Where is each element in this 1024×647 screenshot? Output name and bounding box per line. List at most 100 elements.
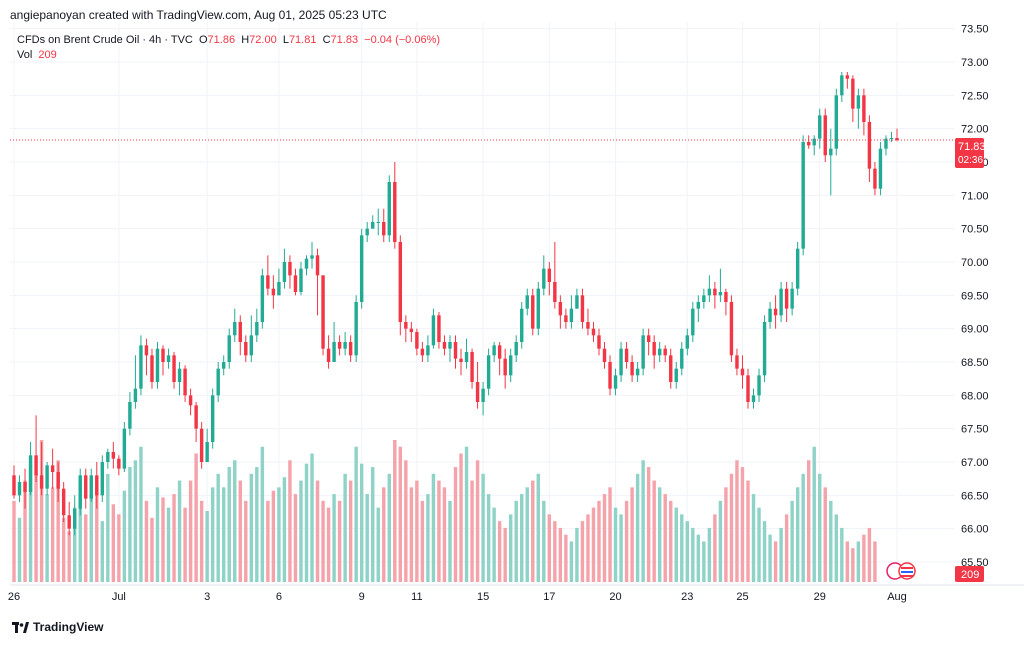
volume-bar bbox=[271, 490, 276, 582]
candle-body bbox=[337, 342, 342, 349]
candle bbox=[845, 72, 850, 89]
volume-bar bbox=[199, 500, 204, 582]
volume-bars bbox=[12, 440, 877, 582]
volume-bar bbox=[691, 527, 695, 582]
candle-body bbox=[553, 282, 557, 302]
open-value: 71.86 bbox=[207, 34, 236, 46]
candle-body bbox=[856, 95, 861, 109]
volume-bar bbox=[39, 440, 44, 582]
candle bbox=[177, 362, 182, 396]
volume-bar bbox=[641, 460, 645, 582]
y-tick-label: 70.00 bbox=[961, 257, 989, 269]
volume-bar bbox=[834, 514, 839, 582]
candle bbox=[713, 282, 717, 309]
candle bbox=[691, 302, 695, 342]
candle bbox=[144, 338, 149, 376]
candle-body bbox=[619, 348, 623, 376]
volume-bar bbox=[569, 541, 574, 582]
volume-bar bbox=[376, 507, 380, 582]
candle bbox=[696, 295, 701, 322]
candle-body bbox=[867, 122, 872, 169]
candle-body bbox=[50, 465, 55, 472]
candle bbox=[415, 328, 419, 356]
candle bbox=[150, 348, 154, 389]
candle bbox=[729, 295, 734, 362]
events-icon[interactable] bbox=[885, 560, 921, 582]
candle-body bbox=[878, 148, 883, 189]
candle-body bbox=[459, 358, 463, 362]
volume-bar bbox=[227, 467, 231, 582]
volume-bar bbox=[299, 480, 303, 582]
candle bbox=[266, 255, 270, 296]
candle bbox=[155, 342, 160, 389]
candle bbox=[608, 355, 612, 396]
volume-bar bbox=[718, 500, 723, 582]
candle-body bbox=[453, 342, 458, 359]
candle bbox=[23, 468, 27, 509]
candle-body bbox=[387, 182, 391, 236]
candle-body bbox=[293, 275, 298, 292]
volume-bar bbox=[67, 531, 71, 582]
volume-bar bbox=[674, 507, 678, 582]
volume-bar bbox=[707, 527, 712, 582]
candle-body bbox=[862, 95, 866, 122]
x-tick-label: 3 bbox=[204, 591, 210, 603]
y-tick-label: 69.50 bbox=[961, 290, 989, 302]
low-label: L bbox=[282, 34, 289, 46]
y-tick-label: 68.50 bbox=[961, 357, 989, 369]
candle bbox=[67, 502, 71, 536]
time-axis[interactable]: 26 Jul 3 6 9 11 15 17 20 23 25 29 Aug bbox=[8, 591, 907, 603]
candle-body bbox=[249, 335, 254, 356]
candle bbox=[663, 345, 667, 362]
candle-body bbox=[762, 322, 767, 376]
volume-bar bbox=[238, 480, 242, 582]
candle bbox=[801, 135, 805, 256]
candle bbox=[619, 342, 623, 382]
change-value: −0.04 (−0.06%) bbox=[364, 34, 441, 46]
volume-bar bbox=[61, 517, 66, 582]
candle-body bbox=[779, 288, 783, 316]
candle-body bbox=[56, 472, 60, 489]
candle-body bbox=[713, 288, 717, 296]
candle-body bbox=[84, 475, 88, 499]
candle bbox=[409, 322, 414, 342]
candle-body bbox=[718, 292, 723, 296]
candle-body bbox=[310, 255, 314, 259]
volume-bar bbox=[150, 517, 154, 582]
candle-body bbox=[702, 295, 706, 302]
candle-body bbox=[133, 388, 138, 402]
candle bbox=[497, 342, 502, 376]
ohlc-row: CFDs on Brent Crude Oil · 4h · TVC O71.8… bbox=[17, 33, 440, 48]
candle bbox=[520, 302, 524, 349]
volume-bar bbox=[50, 487, 55, 582]
candle-body bbox=[95, 475, 99, 496]
candle bbox=[862, 88, 866, 136]
volume-bar bbox=[635, 473, 640, 582]
candle-body bbox=[288, 262, 292, 276]
footer-brand-text: TradingView bbox=[33, 620, 104, 634]
candle bbox=[630, 355, 634, 382]
volume-bar bbox=[751, 494, 756, 582]
price-axis[interactable]: 73.5073.0072.5072.0071.5071.0070.5070.00… bbox=[961, 24, 989, 569]
volume-bar bbox=[72, 507, 77, 582]
candle bbox=[122, 422, 127, 472]
candle bbox=[39, 442, 44, 496]
volume-bar bbox=[812, 446, 816, 582]
volume-bar bbox=[426, 494, 430, 582]
candle-body bbox=[591, 328, 596, 336]
volume-bar bbox=[144, 500, 149, 582]
candle bbox=[382, 208, 386, 242]
candle bbox=[448, 335, 452, 362]
candle-body bbox=[823, 115, 827, 156]
volume-bar bbox=[310, 453, 314, 582]
candle-body bbox=[751, 395, 756, 402]
candle-body bbox=[497, 345, 502, 359]
volume-bar bbox=[266, 500, 270, 582]
candle bbox=[387, 175, 391, 242]
candle-body bbox=[657, 348, 662, 356]
candle bbox=[453, 335, 458, 369]
symbol-label[interactable]: CFDs on Brent Crude Oil · 4h · TVC bbox=[17, 34, 193, 46]
volume-bar bbox=[166, 507, 171, 582]
